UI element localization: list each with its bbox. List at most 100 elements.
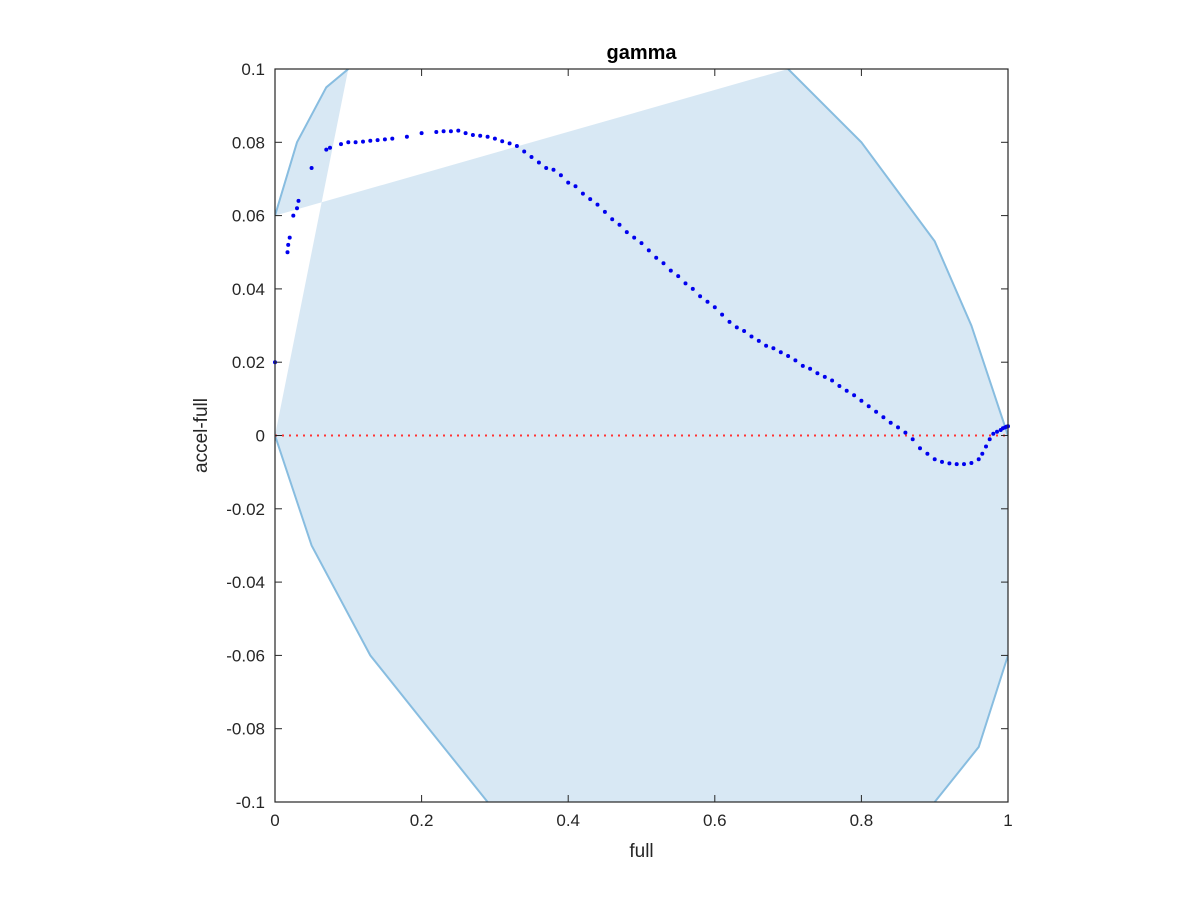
y-tick-label: 0.06 xyxy=(232,207,265,226)
data-point xyxy=(742,329,747,333)
data-point xyxy=(324,147,329,152)
data-point xyxy=(595,202,600,207)
data-point xyxy=(808,366,813,371)
data-point xyxy=(507,141,512,146)
data-point xyxy=(947,461,952,466)
y-tick-label: 0.04 xyxy=(232,280,265,299)
data-point xyxy=(492,136,497,141)
data-point xyxy=(852,393,857,398)
data-point xyxy=(419,131,424,136)
y-axis-label: accel-full xyxy=(191,398,212,473)
data-point xyxy=(698,294,703,299)
data-point xyxy=(661,261,666,266)
region-edge-lower-right xyxy=(933,655,1008,802)
data-point xyxy=(610,217,615,222)
data-point xyxy=(434,130,439,134)
data-point xyxy=(514,144,519,148)
x-tick-label: 0.2 xyxy=(410,811,434,830)
data-point xyxy=(368,138,373,143)
data-point xyxy=(646,248,651,253)
x-tick-label: 0.4 xyxy=(556,811,580,830)
data-point xyxy=(786,354,791,358)
y-tick-label: -0.1 xyxy=(236,793,265,812)
data-point xyxy=(573,184,578,189)
data-point xyxy=(969,461,974,465)
data-point xyxy=(995,429,999,434)
x-tick-label: 0.8 xyxy=(850,811,874,830)
data-point xyxy=(463,131,468,136)
data-point xyxy=(940,459,944,464)
data-point xyxy=(896,425,900,430)
data-point xyxy=(361,139,365,144)
data-point xyxy=(529,155,534,159)
data-point xyxy=(676,274,681,279)
data-point xyxy=(448,129,453,134)
data-point xyxy=(980,451,985,456)
data-point xyxy=(339,142,343,147)
region-edge-lower-left xyxy=(275,435,489,802)
y-tick-label: -0.08 xyxy=(226,720,265,739)
x-axis-label: full xyxy=(629,841,653,862)
data-point xyxy=(903,430,908,435)
data-point xyxy=(764,343,769,348)
shaded-region xyxy=(275,69,1008,802)
data-point xyxy=(830,378,835,383)
region-edge-upper-left xyxy=(275,69,349,216)
data-point xyxy=(286,242,291,247)
data-point xyxy=(485,134,490,139)
data-point xyxy=(551,167,556,172)
data-point xyxy=(683,281,688,286)
y-tick-label: -0.02 xyxy=(226,500,265,519)
data-point xyxy=(309,166,314,170)
data-point xyxy=(296,198,301,203)
data-point xyxy=(793,358,798,363)
y-tick-label: -0.04 xyxy=(226,573,265,592)
data-point xyxy=(287,235,292,240)
data-point xyxy=(844,388,849,393)
data-point xyxy=(456,128,461,133)
chart-title: gamma xyxy=(606,42,677,64)
data-point xyxy=(800,363,805,368)
data-point xyxy=(705,299,710,304)
data-point xyxy=(522,149,527,154)
data-point xyxy=(962,462,966,467)
x-axis-ticks: 0 0.2 0.4 0.6 0.8 1 xyxy=(270,69,1013,830)
data-point xyxy=(976,457,981,462)
x-tick-label: 0.6 xyxy=(703,811,727,830)
data-point xyxy=(720,312,725,317)
y-tick-label: 0.1 xyxy=(241,60,265,79)
data-point xyxy=(712,305,717,310)
data-point xyxy=(727,319,732,324)
data-point xyxy=(984,444,988,449)
data-point xyxy=(588,197,593,202)
y-axis-ticks: -0.1 -0.08 -0.06 -0.04 -0.02 0 0.02 0.04 0.06 0.0… xyxy=(226,60,1008,812)
data-point xyxy=(932,457,937,462)
data-point xyxy=(756,338,761,343)
data-point xyxy=(749,334,754,339)
data-point xyxy=(624,230,629,235)
data-point xyxy=(910,437,915,442)
data-point xyxy=(544,166,549,170)
data-point xyxy=(918,446,922,451)
data-point xyxy=(866,404,871,409)
data-point xyxy=(837,384,842,388)
data-point xyxy=(639,241,644,246)
data-point xyxy=(346,140,351,145)
data-point xyxy=(500,139,505,144)
data-points xyxy=(273,128,1010,467)
data-point xyxy=(353,140,358,145)
data-point xyxy=(580,191,585,196)
data-point xyxy=(690,286,695,291)
data-point xyxy=(390,136,395,141)
data-point xyxy=(470,133,475,137)
data-point xyxy=(536,160,541,165)
data-point xyxy=(888,420,893,425)
data-point xyxy=(328,145,332,150)
data-point xyxy=(632,235,637,240)
data-point xyxy=(925,451,930,456)
data-point xyxy=(987,437,992,442)
data-point xyxy=(654,255,659,260)
region-edge-upper-right xyxy=(787,69,1008,436)
data-point xyxy=(441,129,446,134)
